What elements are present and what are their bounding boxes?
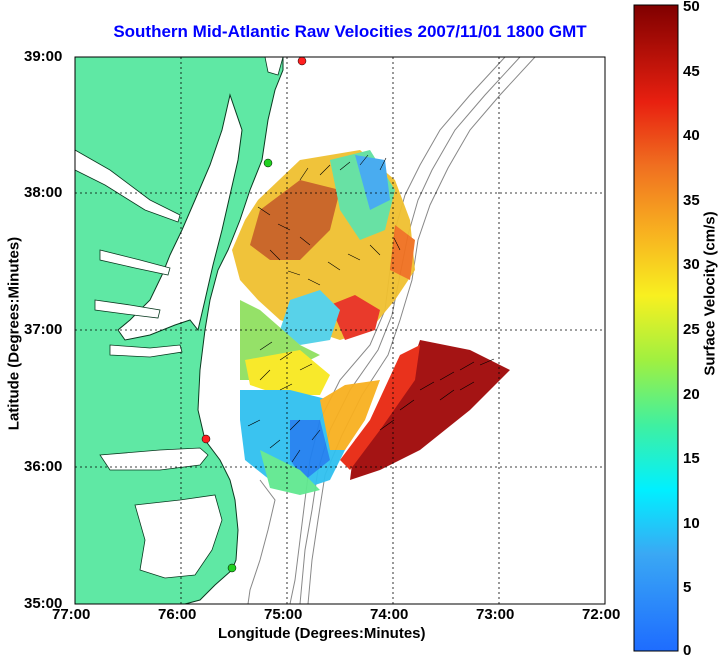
station-marker: [297, 57, 307, 66]
plot-frame: [74, 56, 606, 605]
x-tick-label: 74:00: [370, 606, 409, 623]
colorbar-tick: 20: [683, 386, 700, 403]
colorbar-tick: 40: [683, 127, 700, 144]
river-rappahannock: [99, 249, 171, 276]
velocity-vectors: [247, 154, 495, 463]
velocity-field: [232, 150, 510, 495]
colorbar-tick: 15: [683, 450, 700, 467]
y-tick-label: 39:00: [24, 48, 63, 65]
colorbar-tick: 0: [683, 642, 692, 659]
x-tick-label: 72:00: [582, 606, 621, 623]
station-marker: [201, 434, 211, 444]
delaware-bay: [264, 57, 284, 76]
colorbar-tick: 35: [683, 192, 700, 209]
colorbar-tick: 30: [683, 256, 700, 273]
colorbar-tick: 10: [683, 515, 700, 532]
y-tick-label: 37:00: [24, 321, 63, 338]
x-tick-label: 73:00: [476, 606, 515, 623]
colorbar-tick: 50: [683, 0, 700, 15]
y-tick-label: 35:00: [24, 595, 63, 612]
chesapeake-bay: [117, 93, 243, 341]
station-marker: [263, 158, 273, 168]
colorbar-tick: 25: [683, 321, 700, 338]
y-tick-label: 36:00: [24, 458, 63, 475]
station-marker: [227, 563, 237, 573]
pamlico-sound: [134, 494, 223, 579]
x-tick-label: 75:00: [264, 606, 303, 623]
isobath-contours: [247, 57, 536, 604]
river-potomac: [75, 149, 181, 223]
river-york-james: [94, 299, 183, 358]
y-axis-label: Latitude (Degrees:Minutes): [5, 236, 23, 431]
colorbar-tick: 5: [683, 579, 692, 596]
colorbar: [633, 4, 679, 652]
map-title: Southern Mid-Atlantic Raw Velocities 200…: [113, 22, 587, 41]
x-tick-label: 76:00: [158, 606, 197, 623]
colorbar-label: Surface Velocity (cm/s): [701, 211, 719, 376]
grid-lines: [75, 57, 605, 604]
x-tick-label: 77:00: [52, 606, 91, 623]
x-axis-label: Longitude (Degrees:Minutes): [218, 625, 426, 642]
y-tick-label: 38:00: [24, 184, 63, 201]
colorbar-tick: 45: [683, 63, 700, 80]
